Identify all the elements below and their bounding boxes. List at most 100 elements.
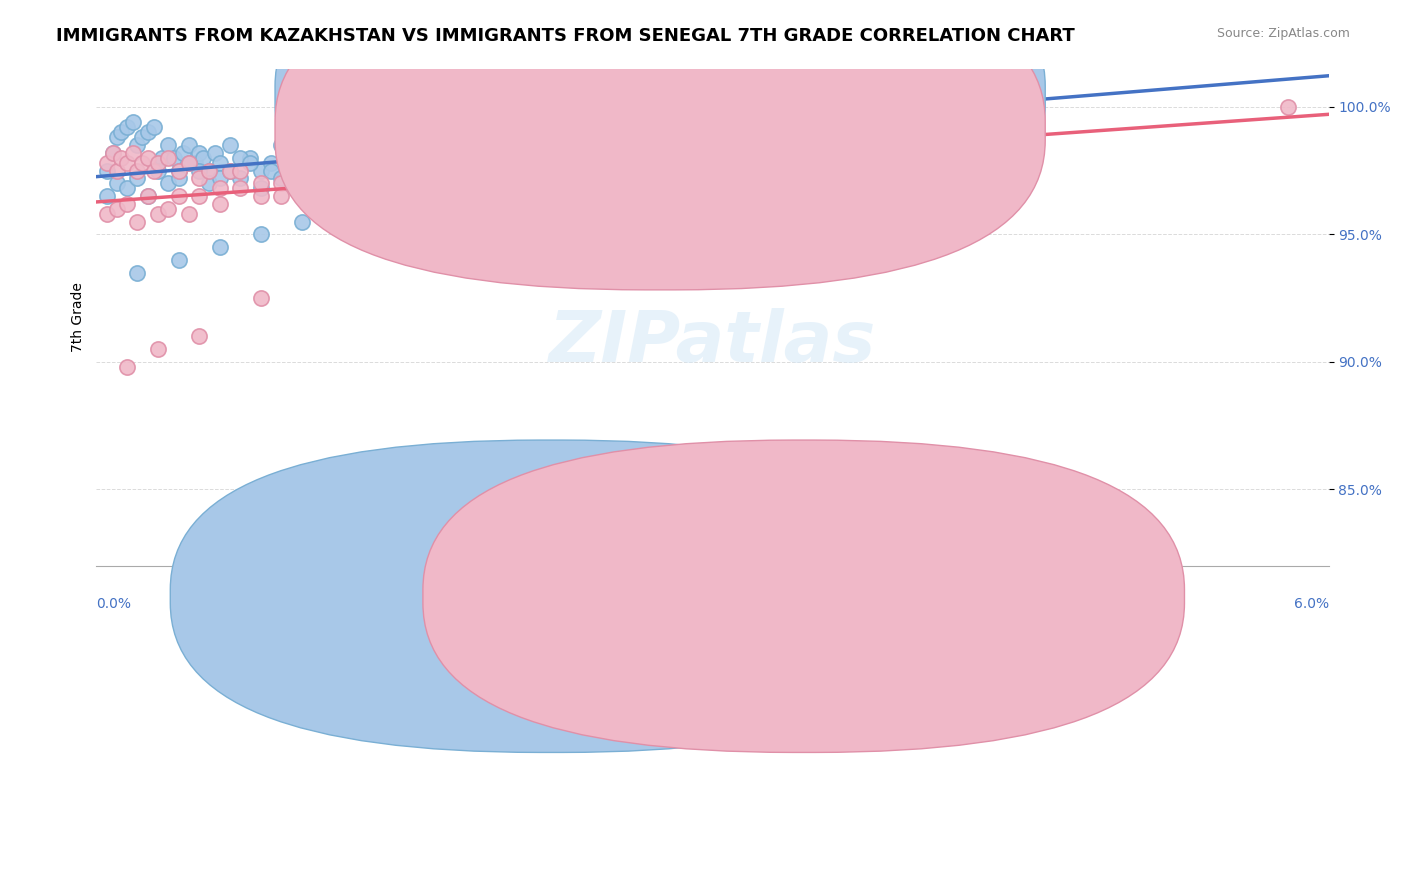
Point <box>172 145 194 160</box>
Point <box>301 163 323 178</box>
Point <box>496 163 519 178</box>
Point <box>311 151 333 165</box>
FancyBboxPatch shape <box>276 0 1045 290</box>
Point <box>204 145 226 160</box>
Point <box>291 214 314 228</box>
Point <box>122 145 145 160</box>
Point <box>115 196 138 211</box>
Point <box>373 130 395 145</box>
Point <box>496 112 519 127</box>
Point <box>496 151 519 165</box>
Point <box>218 138 240 153</box>
Point <box>434 125 457 139</box>
Point <box>537 120 560 135</box>
Point <box>291 171 314 186</box>
Text: 6.0%: 6.0% <box>1294 597 1329 610</box>
Point <box>131 156 153 170</box>
Point <box>127 214 149 228</box>
Point <box>270 189 292 203</box>
Point <box>249 181 271 195</box>
Point <box>311 145 333 160</box>
Point <box>239 156 262 170</box>
Point <box>291 145 314 160</box>
Point <box>136 189 159 203</box>
Point <box>208 156 231 170</box>
Point <box>167 163 190 178</box>
Point <box>177 138 200 153</box>
Point <box>163 151 186 165</box>
Point <box>394 163 416 178</box>
Point <box>373 130 395 145</box>
Text: R = 0.490   N = 92: R = 0.490 N = 92 <box>682 87 852 105</box>
Point <box>619 104 641 119</box>
Point <box>198 176 221 190</box>
Point <box>127 171 149 186</box>
Point <box>702 156 724 170</box>
FancyBboxPatch shape <box>423 440 1184 753</box>
Point <box>105 202 128 216</box>
Point <box>599 112 621 127</box>
Point <box>260 163 283 178</box>
Point <box>157 202 180 216</box>
Point <box>373 189 395 203</box>
Point <box>208 240 231 254</box>
Point <box>599 163 621 178</box>
Point <box>146 342 169 356</box>
Point <box>352 138 374 153</box>
Text: Immigrants from Senegal: Immigrants from Senegal <box>846 596 1022 610</box>
Point <box>136 151 159 165</box>
Point <box>332 171 354 186</box>
Point <box>332 145 354 160</box>
Point <box>115 120 138 135</box>
FancyBboxPatch shape <box>170 440 932 753</box>
Point <box>167 163 190 178</box>
Point <box>136 189 159 203</box>
Point <box>208 181 231 195</box>
FancyBboxPatch shape <box>620 76 1014 163</box>
Text: ZIPatlas: ZIPatlas <box>548 308 876 376</box>
Text: IMMIGRANTS FROM KAZAKHSTAN VS IMMIGRANTS FROM SENEGAL 7TH GRADE CORRELATION CHAR: IMMIGRANTS FROM KAZAKHSTAN VS IMMIGRANTS… <box>56 27 1076 45</box>
Point <box>101 145 124 160</box>
Point <box>270 138 292 153</box>
Point <box>146 163 169 178</box>
Point <box>332 163 354 178</box>
Point <box>127 163 149 178</box>
Y-axis label: 7th Grade: 7th Grade <box>72 282 86 352</box>
Point <box>96 189 118 203</box>
Point <box>177 207 200 221</box>
Point <box>239 151 262 165</box>
Point <box>270 176 292 190</box>
Point <box>907 163 929 178</box>
Point <box>146 207 169 221</box>
Point <box>280 163 302 178</box>
Point <box>146 156 169 170</box>
Text: Source: ZipAtlas.com: Source: ZipAtlas.com <box>1216 27 1350 40</box>
Point <box>394 151 416 165</box>
Point <box>177 156 200 170</box>
Point <box>96 207 118 221</box>
Point <box>105 176 128 190</box>
Point <box>122 115 145 129</box>
Point <box>249 176 271 190</box>
Point <box>150 151 173 165</box>
Point <box>260 156 283 170</box>
Point <box>146 156 169 170</box>
Point <box>115 156 138 170</box>
Point <box>177 156 200 170</box>
Point <box>110 151 132 165</box>
Point <box>249 227 271 242</box>
Point <box>1277 100 1299 114</box>
Point <box>167 171 190 186</box>
Point <box>558 125 581 139</box>
Point <box>188 329 211 343</box>
Point <box>599 138 621 153</box>
Point <box>184 156 207 170</box>
Point <box>537 163 560 178</box>
Point <box>270 171 292 186</box>
Point <box>167 189 190 203</box>
Point <box>127 266 149 280</box>
Point <box>157 176 180 190</box>
Point <box>413 181 436 195</box>
Point <box>115 181 138 195</box>
Point <box>218 163 240 178</box>
